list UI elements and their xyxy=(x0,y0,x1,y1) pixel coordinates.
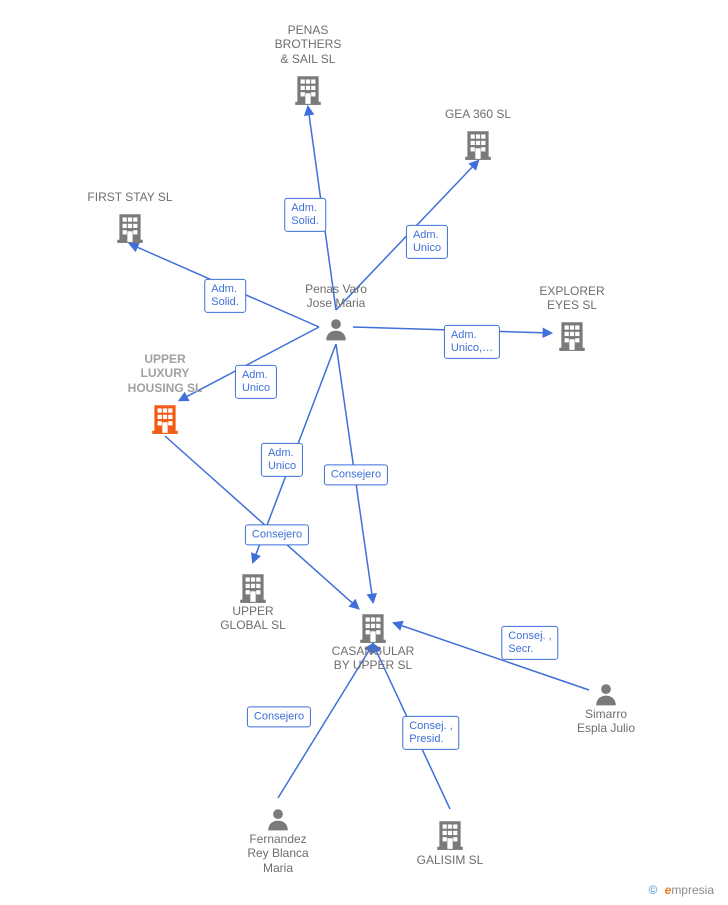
edge-label: Consej. , Presid. xyxy=(402,716,459,750)
edges-layer xyxy=(0,0,728,905)
edge-label: Adm. Unico xyxy=(261,443,303,477)
edge-line xyxy=(394,623,589,690)
copyright-symbol: © xyxy=(648,883,657,897)
edge-label: Consej. , Secr. xyxy=(501,626,558,660)
brand-rest: mpresia xyxy=(671,883,714,897)
edge-label: Adm. Solid. xyxy=(204,279,246,313)
edge-label: Consejero xyxy=(245,524,309,545)
edge-label: Adm. Unico,… xyxy=(444,325,500,359)
edge-label: Adm. Unico xyxy=(406,225,448,259)
edge-label: Consejero xyxy=(247,706,311,727)
edge-label: Consejero xyxy=(324,464,388,485)
footer: © empresia xyxy=(648,883,714,897)
edge-label: Adm. Unico xyxy=(235,365,277,399)
edge-label: Adm. Solid. xyxy=(284,198,326,232)
